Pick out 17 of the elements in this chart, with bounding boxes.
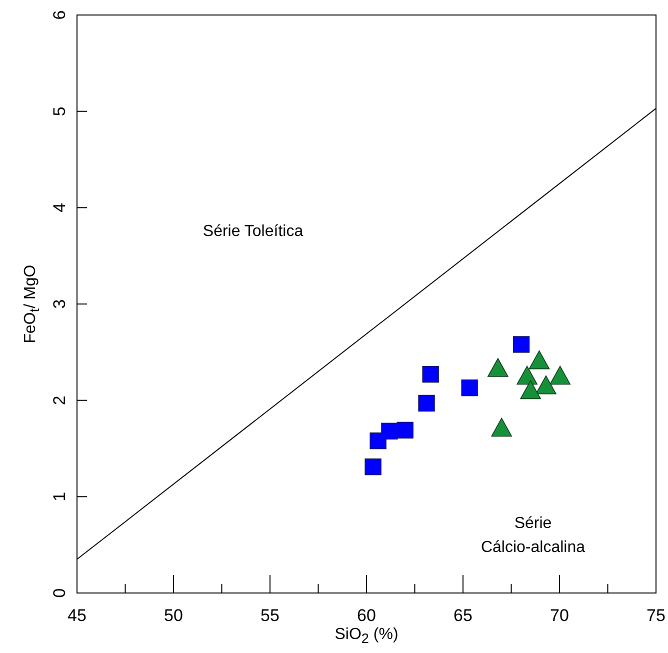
y-tick-label: 6 [50,10,69,20]
y-tick-label: 0 [50,588,69,598]
x-tick-label: 65 [454,606,472,625]
y-tick-label: 2 [50,396,69,406]
annotation: Série Toleítica [202,223,304,240]
x-tick-label: 60 [357,606,376,625]
y-tick-label: 4 [50,202,69,212]
x-tick-label: 45 [68,606,86,625]
x-tick-label: 50 [164,606,183,625]
y-tick-label: 3 [50,299,69,309]
x-axis-title: SiO$_{2}$ (%) [334,626,398,646]
y-tick-label: 1 [50,492,69,502]
x-tick-label: 70 [550,606,569,625]
annotation: Série Cálcio-alcalina [480,515,586,556]
x-tick-label: 75 [646,606,666,625]
x-tick-label: 55 [260,606,280,625]
y-tick-label: 5 [50,106,69,116]
